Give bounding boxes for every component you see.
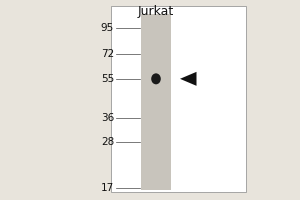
Text: Jurkat: Jurkat bbox=[138, 5, 174, 19]
Text: 72: 72 bbox=[101, 49, 114, 59]
Text: 95: 95 bbox=[101, 23, 114, 33]
Text: 17: 17 bbox=[101, 183, 114, 193]
Text: 28: 28 bbox=[101, 137, 114, 147]
Text: 36: 36 bbox=[101, 113, 114, 123]
FancyBboxPatch shape bbox=[141, 14, 171, 190]
FancyBboxPatch shape bbox=[111, 6, 246, 192]
Polygon shape bbox=[180, 72, 196, 86]
Text: 55: 55 bbox=[101, 74, 114, 84]
Ellipse shape bbox=[151, 73, 161, 84]
